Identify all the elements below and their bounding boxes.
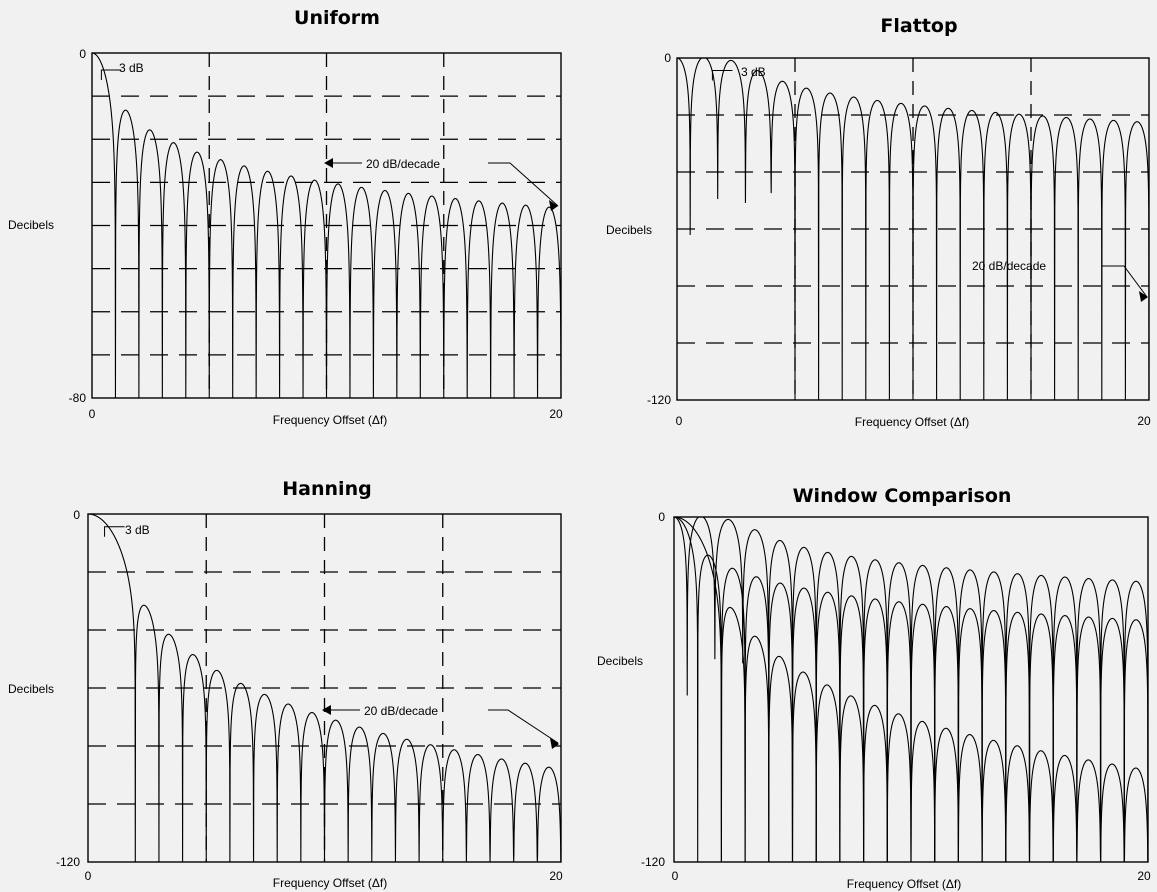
series-line-uniform [674,517,1148,862]
y-tick-label-bottom: -120 [647,393,671,407]
y-tick-label-top: 0 [664,51,671,65]
annotation-3db: 3 dB [119,61,144,75]
chart-title: Uniform [294,7,380,29]
annotation-20db-decade: 20 dB/decade [972,259,1046,273]
y-tick-label-top: 0 [73,508,80,522]
annotation-20db-decade: 20 dB/decade [364,704,438,718]
x-tick-label-left: 0 [676,414,683,428]
x-tick-label-left: 0 [672,869,679,883]
series-line-flattop [677,58,1149,400]
annotation-3db-leader [100,69,122,80]
annotation-arrow-line [488,162,559,207]
panel-flattop: Flattop Decibels Frequency Offset (Δf) 0… [606,15,1151,429]
chart-title: Hanning [282,478,371,500]
x-axis-label: Frequency Offset (Δf) [855,415,970,429]
x-tick-label-right: 20 [1137,869,1151,883]
y-axis-label: Decibels [597,654,643,668]
annotation-arrow-head-right [1139,291,1148,302]
y-tick-label-bottom: -120 [56,855,80,869]
x-axis-label: Frequency Offset (Δf) [847,877,962,891]
annotation-3db-leader [711,70,733,81]
annotation-arrow-head-right [550,738,559,749]
annotation-3db-leader [104,526,125,537]
panel-uniform: Uniform Decibels Frequency Offset (Δf) 0… [8,7,563,427]
y-tick-label-bottom: -120 [641,855,665,869]
annotation-3db: 3 dB [741,65,766,79]
series-line-flattop [674,517,1148,862]
y-tick-label-bottom: -80 [69,391,87,405]
x-axis-label: Frequency Offset (Δf) [273,876,388,890]
panel-comparison: Window Comparison Decibels Frequency Off… [597,485,1151,891]
chart-title: Window Comparison [793,485,1012,507]
chart-title: Flattop [880,15,957,37]
x-tick-label-right: 20 [549,407,563,421]
annotation-arrow-line [488,709,559,744]
annotation-arrow-head-right [549,200,558,211]
x-tick-label-left: 0 [85,869,92,883]
annotation-3db: 3 dB [125,523,150,537]
annotation-arrow-line [1102,265,1148,298]
y-tick-label-top: 0 [79,47,86,61]
annotation-20db-decade: 20 dB/decade [366,157,440,171]
series-line-hanning [88,514,561,862]
x-tick-label-right: 20 [549,869,563,883]
series-line-uniform [92,53,561,398]
x-tick-label-right: 20 [1137,414,1151,428]
x-tick-label-left: 0 [89,407,96,421]
annotation-arrow-head-left [322,705,331,715]
y-axis-label: Decibels [606,223,652,237]
x-axis-label: Frequency Offset (Δf) [273,413,388,427]
panel-hanning: Hanning Decibels Frequency Offset (Δf) 0… [8,478,563,890]
annotation-arrow-head-left [324,158,333,168]
y-axis-label: Decibels [8,218,54,232]
y-axis-label: Decibels [8,682,54,696]
y-tick-label-top: 0 [658,510,665,524]
series-line-hanning [674,517,1148,862]
